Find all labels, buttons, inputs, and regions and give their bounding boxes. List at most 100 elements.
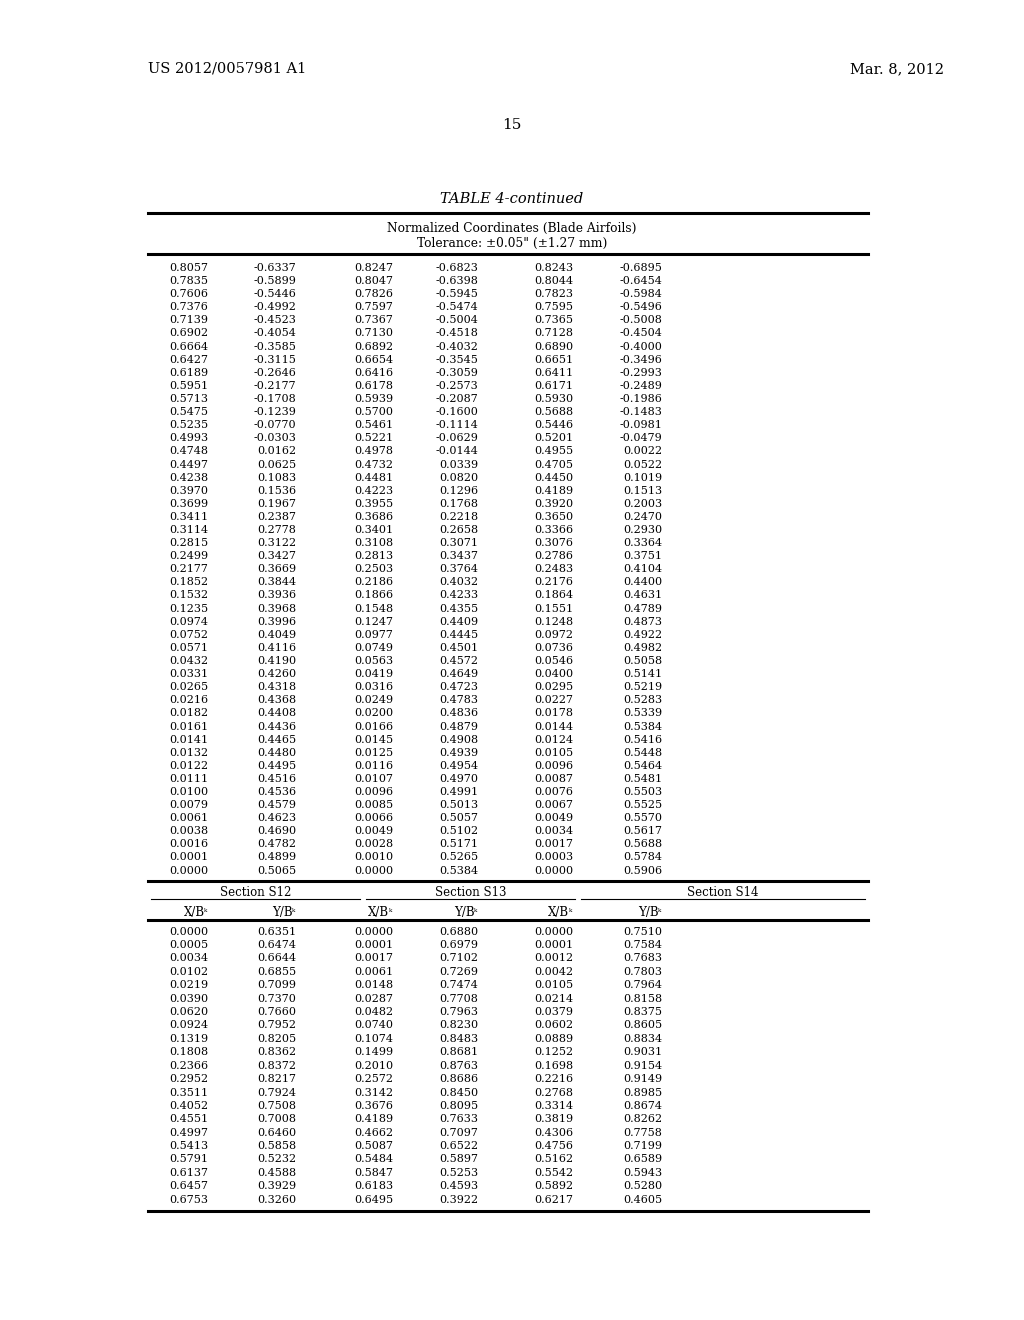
Text: 0.4436: 0.4436 xyxy=(257,722,296,731)
Text: US 2012/0057981 A1: US 2012/0057981 A1 xyxy=(148,62,306,77)
Text: 0.4782: 0.4782 xyxy=(257,840,296,849)
Text: Section S14: Section S14 xyxy=(687,886,759,899)
Text: 0.3401: 0.3401 xyxy=(354,525,393,535)
Text: 0.8095: 0.8095 xyxy=(439,1101,478,1111)
Text: 0.2499: 0.2499 xyxy=(169,552,208,561)
Text: 0.2813: 0.2813 xyxy=(354,552,393,561)
Text: 0.7365: 0.7365 xyxy=(534,315,573,326)
Text: -0.4992: -0.4992 xyxy=(253,302,296,313)
Text: 0.4991: 0.4991 xyxy=(439,787,478,797)
Text: -0.0144: -0.0144 xyxy=(435,446,478,457)
Text: 0.8674: 0.8674 xyxy=(623,1101,662,1111)
Text: 0.5713: 0.5713 xyxy=(169,393,208,404)
Text: 0.5416: 0.5416 xyxy=(623,735,662,744)
Text: 0.0161: 0.0161 xyxy=(169,722,208,731)
Text: 0.0079: 0.0079 xyxy=(169,800,208,810)
Text: -0.6398: -0.6398 xyxy=(435,276,478,286)
Text: 0.8262: 0.8262 xyxy=(623,1114,662,1125)
Text: 0.8985: 0.8985 xyxy=(623,1088,662,1097)
Text: 0.7199: 0.7199 xyxy=(623,1140,662,1151)
Text: 0.4836: 0.4836 xyxy=(439,709,478,718)
Text: 0.4445: 0.4445 xyxy=(439,630,478,640)
Text: Normalized Coordinates (Blade Airfoils): Normalized Coordinates (Blade Airfoils) xyxy=(387,222,637,235)
Text: 0.0200: 0.0200 xyxy=(354,709,393,718)
Text: 0.4908: 0.4908 xyxy=(439,735,478,744)
Text: 0.3364: 0.3364 xyxy=(623,539,662,548)
Text: Y/B: Y/B xyxy=(271,906,292,919)
Text: 0.6178: 0.6178 xyxy=(354,381,393,391)
Text: 0.9031: 0.9031 xyxy=(623,1047,662,1057)
Text: 0.8834: 0.8834 xyxy=(623,1034,662,1044)
Text: 0.4978: 0.4978 xyxy=(354,446,393,457)
Text: 0.4032: 0.4032 xyxy=(439,577,478,587)
Text: -0.5984: -0.5984 xyxy=(620,289,662,300)
Text: 0.8450: 0.8450 xyxy=(439,1088,478,1097)
Text: 0.6183: 0.6183 xyxy=(354,1181,393,1191)
Text: 0.5283: 0.5283 xyxy=(623,696,662,705)
Text: -0.4054: -0.4054 xyxy=(253,329,296,338)
Text: 0.7633: 0.7633 xyxy=(439,1114,478,1125)
Text: -0.3115: -0.3115 xyxy=(253,355,296,364)
Text: 0.0042: 0.0042 xyxy=(534,966,573,977)
Text: 0.7269: 0.7269 xyxy=(439,966,478,977)
Text: 0.0001: 0.0001 xyxy=(354,940,393,950)
Text: 0.6979: 0.6979 xyxy=(439,940,478,950)
Text: 0.3511: 0.3511 xyxy=(169,1088,208,1097)
Text: Mar. 8, 2012: Mar. 8, 2012 xyxy=(850,62,944,77)
Text: 0.5688: 0.5688 xyxy=(534,407,573,417)
Text: 0.0000: 0.0000 xyxy=(354,927,393,937)
Text: 0.3437: 0.3437 xyxy=(439,552,478,561)
Text: 0.7924: 0.7924 xyxy=(257,1088,296,1097)
Text: 0.5058: 0.5058 xyxy=(623,656,662,667)
Text: 0.4783: 0.4783 xyxy=(439,696,478,705)
Text: 0.5939: 0.5939 xyxy=(354,393,393,404)
Text: 0.0295: 0.0295 xyxy=(534,682,573,692)
Text: -0.0981: -0.0981 xyxy=(620,420,662,430)
Text: 0.4993: 0.4993 xyxy=(169,433,208,444)
Text: 0.8372: 0.8372 xyxy=(257,1061,296,1071)
Text: 0.7708: 0.7708 xyxy=(439,994,478,1003)
Text: 0.4690: 0.4690 xyxy=(257,826,296,837)
Text: 0.0066: 0.0066 xyxy=(354,813,393,824)
Text: 0.4481: 0.4481 xyxy=(354,473,393,483)
Text: 0.0563: 0.0563 xyxy=(354,656,393,667)
Text: Y/B: Y/B xyxy=(454,906,474,919)
Text: 0.7835: 0.7835 xyxy=(169,276,208,286)
Text: 0.1551: 0.1551 xyxy=(534,603,573,614)
Text: 0.4233: 0.4233 xyxy=(439,590,478,601)
Text: 0.4631: 0.4631 xyxy=(623,590,662,601)
Text: 0.0736: 0.0736 xyxy=(534,643,573,653)
Text: 0.5617: 0.5617 xyxy=(623,826,662,837)
Text: 0.7139: 0.7139 xyxy=(169,315,208,326)
Text: 0.3751: 0.3751 xyxy=(623,552,662,561)
Text: -0.3059: -0.3059 xyxy=(435,368,478,378)
Text: 0.6902: 0.6902 xyxy=(169,329,208,338)
Text: 0.0287: 0.0287 xyxy=(354,994,393,1003)
Text: 0.4052: 0.4052 xyxy=(169,1101,208,1111)
Text: 0.5930: 0.5930 xyxy=(534,393,573,404)
Text: 0.6855: 0.6855 xyxy=(257,966,296,977)
Text: 0.6411: 0.6411 xyxy=(534,368,573,378)
Text: 0.3122: 0.3122 xyxy=(257,539,296,548)
Text: 0.4409: 0.4409 xyxy=(439,616,478,627)
Text: 0.5570: 0.5570 xyxy=(623,813,662,824)
Text: 0.4623: 0.4623 xyxy=(257,813,296,824)
Text: 0.1532: 0.1532 xyxy=(169,590,208,601)
Text: 0.2952: 0.2952 xyxy=(169,1074,208,1084)
Text: 0.3676: 0.3676 xyxy=(354,1101,393,1111)
Text: 0.0000: 0.0000 xyxy=(354,866,393,875)
Text: 0.6654: 0.6654 xyxy=(354,355,393,364)
Text: 0.0003: 0.0003 xyxy=(534,853,573,862)
Text: 0.4306: 0.4306 xyxy=(534,1127,573,1138)
Text: 0.0219: 0.0219 xyxy=(169,981,208,990)
Text: 0.0034: 0.0034 xyxy=(534,826,573,837)
Text: 0.2176: 0.2176 xyxy=(534,577,573,587)
Text: 0.6474: 0.6474 xyxy=(257,940,296,950)
Text: 0.1967: 0.1967 xyxy=(257,499,296,508)
Text: 0.0001: 0.0001 xyxy=(169,853,208,862)
Text: 0.0620: 0.0620 xyxy=(169,1007,208,1018)
Text: 0.6589: 0.6589 xyxy=(623,1155,662,1164)
Text: 0.8686: 0.8686 xyxy=(439,1074,478,1084)
Text: 0.8057: 0.8057 xyxy=(169,263,208,273)
Text: 0.4662: 0.4662 xyxy=(354,1127,393,1138)
